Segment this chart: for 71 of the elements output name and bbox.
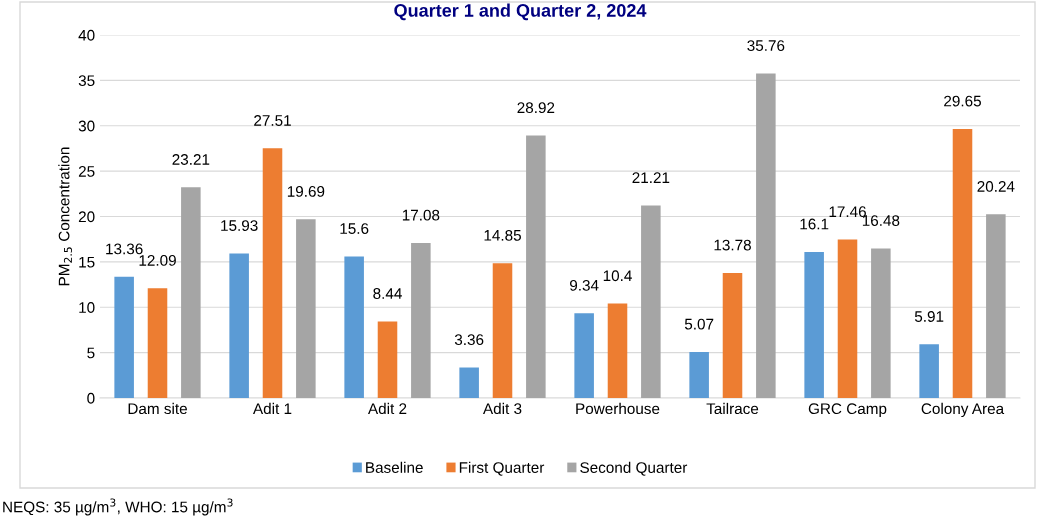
bar	[411, 243, 431, 398]
y-tick-label: 5	[87, 347, 95, 359]
x-tick-label: Colony Area	[921, 402, 1005, 418]
bar	[114, 276, 134, 398]
x-tick-label: Adit 1	[253, 402, 292, 415]
y-tick-label: 20	[78, 211, 95, 223]
bar	[459, 367, 479, 398]
legend-label: First Quarter	[459, 461, 545, 476]
x-tick-label: GRC Camp	[808, 403, 887, 418]
bar	[296, 219, 316, 398]
y-tick-label: 30	[78, 120, 95, 132]
y-tick-label: 15	[79, 256, 95, 268]
data-label: 23.21	[172, 154, 210, 165]
text: NEQS: 35 µg/m$^{3}$, WHO: 15 µg/m$^{3}$	[3, 498, 233, 516]
x-tick-label: Adit 2	[368, 402, 407, 415]
data-label: 16.48	[862, 215, 900, 226]
data-label: 8.44	[373, 288, 402, 299]
chart-title: Quarter 1 and Quarter 2, 2024	[394, 3, 647, 21]
bar	[952, 128, 973, 398]
data-label: 5.91	[914, 311, 944, 322]
data-label: 21.21	[632, 172, 670, 183]
data-label: 17.08	[402, 209, 440, 221]
data-label: 16.1	[800, 218, 829, 230]
bar	[804, 251, 824, 398]
data-label: 3.36	[454, 334, 484, 346]
x-tick-label: Dam site	[128, 402, 187, 415]
bar	[871, 248, 891, 398]
y-tick-label: 10	[79, 302, 95, 313]
bar	[607, 303, 628, 398]
data-label: 15.93	[221, 220, 258, 231]
bar	[229, 253, 249, 398]
bar	[919, 344, 939, 398]
bar	[377, 321, 398, 398]
data-label: 20.24	[977, 181, 1015, 192]
bar	[492, 263, 513, 398]
data-label: 27.51	[254, 115, 291, 126]
data-label: 12.09	[139, 255, 176, 266]
bar	[756, 73, 776, 398]
y-tick-label: 35	[78, 75, 95, 87]
bar	[181, 187, 201, 398]
data-label: 13.36	[106, 243, 143, 255]
data-label: 15.6	[340, 223, 369, 234]
bar	[641, 205, 661, 398]
data-label: 14.85	[484, 229, 521, 241]
bar	[344, 256, 364, 398]
data-label: 29.65	[944, 95, 981, 107]
x-tick-label: Powerhouse	[576, 402, 660, 415]
x-tick-label: Adit 3	[483, 402, 522, 415]
bar	[689, 351, 709, 398]
bar	[147, 288, 168, 398]
data-label: 19.69	[287, 186, 325, 197]
y-tick-label: 0	[87, 392, 95, 404]
data-label: 9.34	[570, 279, 599, 291]
data-label: 10.4	[603, 270, 632, 282]
bar	[526, 135, 546, 398]
legend-label: Baseline	[366, 461, 423, 473]
bar	[574, 313, 594, 398]
y-tick-label: 25	[78, 165, 95, 177]
x-tick-label: Tailrace	[706, 402, 759, 415]
bar	[722, 272, 743, 398]
legend-label: Second Quarter	[580, 461, 688, 476]
bar	[262, 148, 283, 398]
data-label: 17.46	[829, 206, 866, 218]
data-label: 28.92	[517, 102, 555, 114]
data-label: 5.07	[684, 318, 714, 330]
data-label: 35.76	[747, 40, 785, 52]
bar	[837, 239, 858, 398]
y-tick-label: 40	[78, 29, 95, 41]
bar	[986, 214, 1006, 398]
data-label: 13.78	[714, 239, 751, 251]
y-axis-title: PM$_{2.5}$ Concentration	[58, 147, 72, 286]
